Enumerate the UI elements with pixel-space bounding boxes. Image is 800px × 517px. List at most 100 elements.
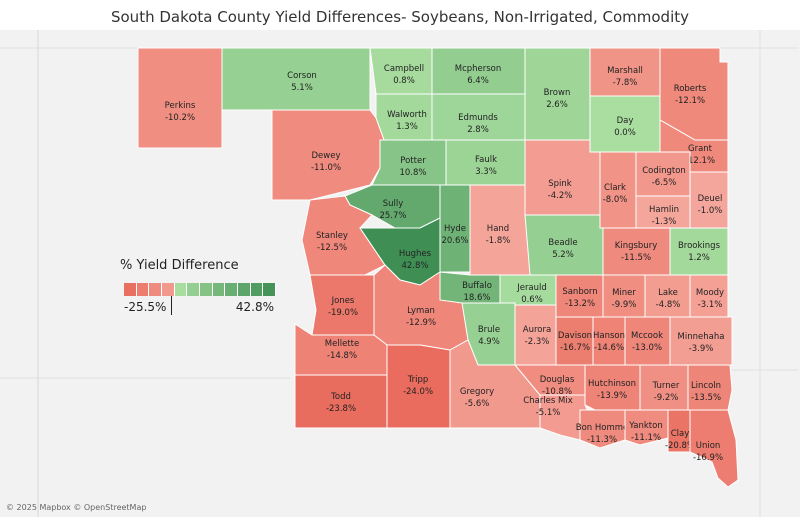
county-shape-aurora[interactable]	[514, 304, 557, 366]
county-aurora[interactable]: Aurora -2.3%	[514, 304, 557, 366]
county-shape-davison[interactable]	[555, 316, 594, 366]
county-jones[interactable]: Jones -19.0%	[309, 274, 375, 336]
county-hyde[interactable]: Hyde 20.6%	[439, 184, 471, 273]
county-value-marshall: -7.8%	[613, 78, 638, 88]
county-potter[interactable]: Potter 10.8%	[371, 139, 447, 186]
legend-swatch	[136, 283, 150, 296]
county-shape-kingsbury[interactable]	[602, 227, 671, 276]
county-mcpherson[interactable]: Mcpherson 6.4%	[431, 47, 526, 95]
county-value-deuel: -1.0%	[698, 206, 723, 216]
county-tripp[interactable]: Tripp -24.0%	[386, 344, 451, 429]
county-mccook[interactable]: Mccook -13.0%	[624, 316, 671, 366]
county-shape-lincoln[interactable]	[687, 364, 733, 411]
county-name-sanborn: Sanborn	[562, 287, 597, 297]
county-codington[interactable]: Codington -6.5%	[635, 151, 691, 197]
county-name-minnehaha: Minnehaha	[678, 332, 725, 342]
county-kingsbury[interactable]: Kingsbury -11.5%	[602, 227, 671, 276]
county-value-davison: -16.7%	[560, 343, 590, 353]
county-turner[interactable]: Turner -9.2%	[639, 364, 689, 411]
county-todd[interactable]: Todd -23.8%	[294, 374, 388, 429]
county-brookings[interactable]: Brookings 1.2%	[669, 227, 729, 276]
county-sanborn[interactable]: Sanborn -13.2%	[555, 274, 604, 318]
county-shape-spink[interactable]	[524, 139, 601, 216]
county-shape-bon-homme[interactable]	[579, 409, 626, 449]
county-spink[interactable]: Spink -4.2%	[524, 139, 601, 216]
legend-swatch	[162, 283, 175, 296]
county-lincoln[interactable]: Lincoln -13.5%	[687, 364, 733, 411]
county-miner[interactable]: Miner -9.9%	[602, 274, 646, 318]
legend-swatch	[124, 283, 137, 296]
legend-swatch	[225, 283, 239, 296]
county-shape-hanson[interactable]	[592, 316, 626, 366]
county-value-beadle: 5.2%	[552, 250, 574, 260]
county-shape-minnehaha[interactable]	[669, 316, 733, 366]
county-value-grant: -12.1%	[685, 156, 715, 166]
county-map-svg[interactable]: Perkins -10.2% Corson 5.1% Campbell 0.8% Mcphe…	[0, 30, 800, 517]
county-value-union: -16.9%	[693, 453, 723, 463]
county-name-day: Day	[617, 116, 634, 126]
county-shape-brookings[interactable]	[669, 227, 729, 276]
county-value-hanson: -14.6%	[594, 343, 624, 353]
legend-min-label: -25.5%	[124, 300, 167, 314]
county-layer[interactable]: Perkins -10.2% Corson 5.1% Campbell 0.8% Mcphe…	[137, 47, 739, 488]
county-clark[interactable]: Clark -8.0%	[599, 151, 637, 229]
county-name-roberts: Roberts	[674, 84, 707, 94]
county-deuel[interactable]: Deuel -1.0%	[689, 171, 729, 229]
county-name-buffalo: Buffalo	[462, 281, 492, 291]
county-union[interactable]: Union -16.9%	[689, 409, 739, 488]
county-name-perkins: Perkins	[165, 101, 196, 111]
county-value-hyde: 20.6%	[441, 236, 468, 246]
county-hamlin[interactable]: Hamlin -1.3%	[635, 195, 691, 229]
county-hand[interactable]: Hand -1.8%	[469, 184, 531, 276]
legend-max-label: 42.8%	[235, 300, 274, 314]
county-name-codington: Codington	[642, 166, 686, 176]
county-value-hamlin: -1.3%	[652, 217, 677, 227]
county-name-faulk: Faulk	[475, 155, 497, 165]
county-campbell[interactable]: Campbell 0.8%	[369, 47, 433, 95]
county-clay[interactable]: Clay -20.8%	[665, 409, 695, 453]
county-shape-yankton[interactable]	[624, 409, 669, 446]
county-moody[interactable]: Moody -3.1%	[689, 274, 729, 318]
county-name-clark: Clark	[604, 183, 626, 193]
county-lake[interactable]: Lake -4.8%	[644, 274, 691, 318]
county-name-hand: Hand	[487, 224, 509, 234]
county-name-spink: Spink	[548, 179, 572, 189]
county-yankton[interactable]: Yankton -11.1%	[624, 409, 669, 446]
county-name-hutchinson: Hutchinson	[588, 379, 636, 389]
county-edmunds[interactable]: Edmunds 2.8%	[431, 93, 526, 141]
county-brown[interactable]: Brown 2.6%	[524, 47, 591, 141]
county-name-hanson: Hanson	[593, 331, 625, 341]
county-buffalo[interactable]: Buffalo 18.6%	[439, 271, 501, 304]
county-corson[interactable]: Corson 5.1%	[221, 47, 371, 111]
county-walworth[interactable]: Walworth 1.3%	[375, 93, 433, 141]
county-hutchinson[interactable]: Hutchinson -13.9%	[584, 364, 641, 411]
county-minnehaha[interactable]: Minnehaha -3.9%	[669, 316, 733, 366]
county-roberts[interactable]: Roberts -12.1%	[659, 47, 729, 141]
county-faulk[interactable]: Faulk 3.3%	[445, 139, 526, 186]
county-marshall[interactable]: Marshall -7.8%	[589, 47, 661, 97]
legend-swatch	[149, 283, 163, 296]
county-value-miner: -9.9%	[612, 300, 637, 310]
county-beadle[interactable]: Beadle 5.2%	[524, 214, 604, 276]
county-perkins[interactable]: Perkins -10.2%	[137, 47, 223, 149]
county-value-day: 0.0%	[614, 128, 636, 138]
county-shape-mccook[interactable]	[624, 316, 671, 366]
county-davison[interactable]: Davison -16.7%	[555, 316, 594, 366]
county-value-douglas: -10.8%	[542, 387, 572, 397]
county-value-aurora: -2.3%	[525, 337, 550, 347]
county-value-spink: -4.2%	[548, 191, 573, 201]
county-name-gregory: Gregory	[460, 387, 494, 397]
county-shape-perkins[interactable]	[137, 47, 223, 149]
county-name-hamlin: Hamlin	[649, 205, 679, 215]
county-name-brown: Brown	[544, 88, 571, 98]
map-attribution[interactable]: © 2025 Mapbox © OpenStreetMap	[6, 503, 147, 512]
county-value-perkins: -10.2%	[165, 113, 195, 123]
choropleth-map[interactable]: Perkins -10.2% Corson 5.1% Campbell 0.8% Mcphe…	[0, 30, 800, 517]
county-jerauld[interactable]: Jerauld 0.6%	[499, 274, 557, 306]
county-hanson[interactable]: Hanson -14.6%	[592, 316, 626, 366]
county-day[interactable]: Day 0.0%	[589, 95, 661, 153]
county-shape-union[interactable]	[689, 409, 739, 488]
county-value-turner: -9.2%	[654, 393, 679, 403]
county-bon-homme[interactable]: Bon Homme -11.3%	[576, 409, 629, 449]
county-name-sully: Sully	[383, 199, 404, 209]
